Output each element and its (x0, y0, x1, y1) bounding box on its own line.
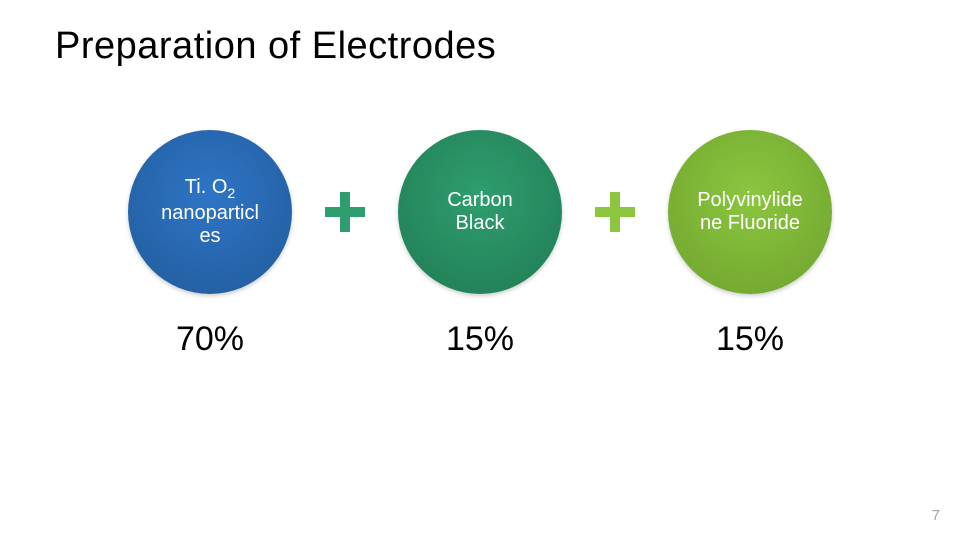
circle-text-line: ne Fluoride (700, 212, 800, 235)
components-row: Ti. O2nanoparticles CarbonBlack Polyviny… (0, 130, 960, 294)
component-circle-2: CarbonBlack (398, 130, 562, 294)
circle-text-line: Polyvinylide (697, 189, 803, 212)
page-number: 7 (932, 507, 940, 524)
circle-text-line: Ti. O2 (185, 176, 235, 201)
percent-label-3: 15% (668, 320, 832, 359)
percent-row: 70% 15% 15% (0, 320, 960, 359)
circle-text-line: nanoparticl (161, 202, 259, 225)
percent-label-1: 70% (128, 320, 292, 359)
slide-title: Preparation of Electrodes (55, 25, 496, 68)
circle-text-line: Carbon (447, 189, 513, 212)
plus-icon (590, 187, 640, 237)
circle-text-line: Black (456, 212, 505, 235)
spacer (590, 320, 640, 359)
component-circle-3: Polyvinylidene Fluoride (668, 130, 832, 294)
plus-icon (320, 187, 370, 237)
slide: Preparation of Electrodes Ti. O2nanopart… (0, 0, 960, 540)
circle-text-line: es (199, 225, 220, 248)
component-circle-1: Ti. O2nanoparticles (128, 130, 292, 294)
spacer (320, 320, 370, 359)
percent-label-2: 15% (398, 320, 562, 359)
